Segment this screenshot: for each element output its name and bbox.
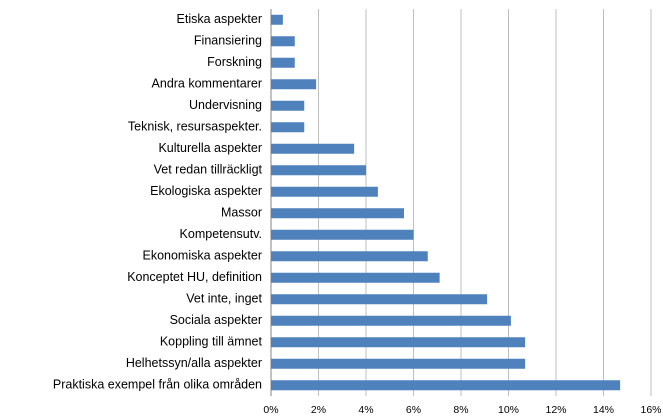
- y-tick-label: Massor: [221, 206, 262, 220]
- bar: [271, 294, 488, 305]
- bar: [271, 208, 404, 219]
- x-tick-label: 10%: [498, 404, 519, 416]
- bar: [271, 143, 355, 154]
- bar: [271, 186, 378, 197]
- bar: [271, 358, 526, 369]
- y-tick-label: Konceptet HU, definition: [127, 270, 262, 284]
- y-tick-label: Forskning: [207, 55, 262, 69]
- y-tick-label: Etiska aspekter: [177, 12, 262, 26]
- x-tick-label: 0%: [263, 404, 278, 416]
- bar: [271, 272, 440, 283]
- y-tick-label: Ekologiska aspekter: [150, 184, 262, 198]
- x-tick-label: 12%: [545, 404, 566, 416]
- y-tick-label: Finansiering: [194, 34, 262, 48]
- y-tick-label: Teknisk, resursaspekter.: [128, 120, 262, 134]
- bar: [271, 79, 317, 90]
- x-tick-label: 8%: [453, 404, 468, 416]
- x-tick-label: 6%: [406, 404, 421, 416]
- x-tick-label: 14%: [593, 404, 614, 416]
- x-tick-label: 2%: [311, 404, 326, 416]
- y-tick-label: Sociala aspekter: [170, 313, 262, 327]
- bar: [271, 251, 428, 262]
- y-tick-label: Ekonomiska aspekter: [142, 249, 262, 263]
- x-tick-label: 16%: [640, 404, 661, 416]
- y-tick-label: Kompetensutv.: [180, 227, 262, 241]
- bar: [271, 337, 526, 348]
- y-tick-label: Undervisning: [189, 98, 262, 112]
- bar: [271, 36, 295, 47]
- bar: [271, 380, 621, 391]
- x-tick-label: 4%: [358, 404, 373, 416]
- y-tick-label: Andra kommentarer: [152, 77, 262, 91]
- bar: [271, 57, 295, 68]
- bar: [271, 165, 366, 176]
- bar: [271, 315, 511, 326]
- y-tick-label: Helhetssyn/alla aspekter: [126, 356, 262, 370]
- y-tick-label: Vet redan tillräckligt: [154, 163, 263, 177]
- bar: [271, 229, 414, 240]
- y-tick-label: Kulturella aspekter: [158, 141, 262, 155]
- bar: [271, 100, 305, 111]
- bar: [271, 14, 283, 25]
- y-tick-label: Vet inte, inget: [186, 292, 262, 306]
- y-tick-label: Praktiska exempel från olika områden: [53, 378, 262, 392]
- y-tick-label: Koppling till ämnet: [160, 335, 263, 349]
- bar: [271, 122, 305, 133]
